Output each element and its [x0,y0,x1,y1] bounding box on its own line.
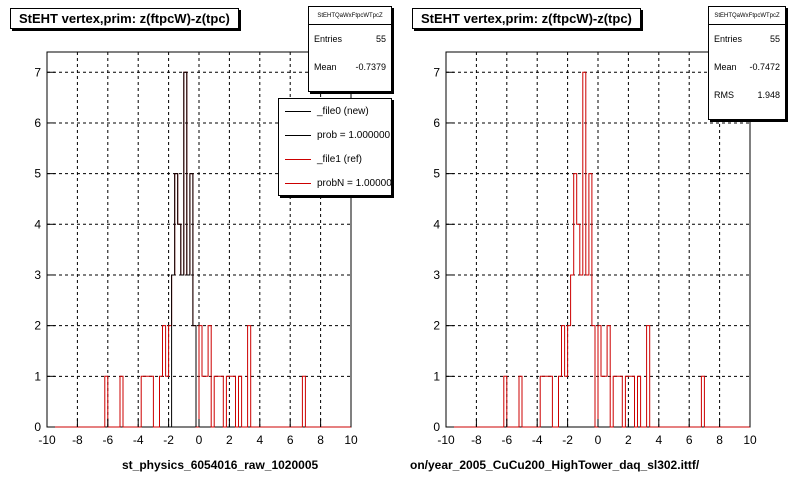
x-tick-label: -4 [133,433,144,447]
left-stats-entries-value: 55 [375,34,386,44]
x-tick-label: 6 [287,433,294,447]
x-tick-label: -2 [562,433,573,447]
right-histogram-pad: -10 -8 -6 -4 -2 0 2 4 6 8 10 0 1 2 3 4 5 6 7 StEHT vertex,… [400,0,800,480]
left-stats-mean-row: Mean -0.7379 [309,53,391,81]
right-stats-mean-label: Mean [714,62,737,72]
left-stats-entries-label: Entries [314,34,343,44]
y-tick-label: 6 [34,116,41,130]
right-histogram-plot: -10 -8 -6 -4 -2 0 2 4 6 8 10 0 1 2 3 4 5 6 7 [433,51,757,447]
legend-swatch [285,134,311,136]
right-stats-mean-value: -0.7472 [749,62,780,72]
x-tick-label: 6 [686,433,693,447]
x-tick-label: 10 [344,433,358,447]
y-tick-label: 2 [433,319,440,333]
right-stats-rms-value: 1.948 [757,90,780,100]
y-tick-label: 7 [34,65,41,79]
y-tick-label: 2 [34,319,41,333]
x-tick-label: -2 [163,433,174,447]
x-tick-label: 10 [743,433,757,447]
right-stats-rms-row: RMS 1.948 [709,81,785,109]
right-stats-header: StEHTQaWxFtpcWTpcZ [709,7,785,25]
left-histogram-plot: -10 -8 -6 -4 -2 0 2 4 6 8 10 0 1 2 3 4 5 6 7 [34,51,358,447]
y-tick-label: 0 [433,420,440,434]
y-tick-label: 1 [34,369,41,383]
left-legend: _file0 (new) prob = 1.000000 _file1 (ref… [278,98,392,196]
left-stats-mean-value: -0.7379 [355,62,386,72]
right-stats-entries-label: Entries [714,34,743,44]
y-tick-label: 3 [34,268,41,282]
x-tick-label: -8 [471,433,482,447]
x-tick-label: 8 [317,433,324,447]
y-tick-label: 6 [433,116,440,130]
legend-label: probN = 1.000000 [317,177,392,189]
x-tick-label: 0 [595,433,602,447]
legend-label: _file0 (new) [317,105,369,117]
right-stats-entries-row: Entries 55 [709,25,785,53]
right-stats-entries-value: 55 [769,34,780,44]
x-tick-label: 2 [625,433,632,447]
right-stats-rms-label: RMS [714,90,734,100]
x-tick-label: 4 [256,433,263,447]
new-histogram-line [171,71,197,427]
left-stats-mean-label: Mean [314,62,337,72]
x-tick-label: 0 [196,433,203,447]
left-run-label: st_physics_6054016_raw_1020005 [122,458,319,472]
legend-swatch [285,110,311,112]
legend-swatch [285,182,311,184]
left-stats-box: StEHTQaWxFtpcWTpcZ Entries 55 Mean -0.73… [308,6,392,92]
legend-entry: _file1 (ref) [279,147,391,171]
legend-entry: prob = 1.000000 [279,123,391,147]
legend-label: prob = 1.000000 [317,129,391,141]
legend-swatch [285,158,311,160]
y-tick-label: 0 [34,420,41,434]
y-tick-label: 4 [34,217,41,231]
right-histogram-title: StEHT vertex,prim: z(ftpcW)-z(tpc) [412,8,641,29]
left-histogram-title: StEHT vertex,prim: z(ftpcW)-z(tpc) [10,8,239,29]
legend-entry: probN = 1.000000 [279,171,391,195]
left-stats-entries-row: Entries 55 [309,25,391,53]
y-tick-label: 3 [433,268,440,282]
x-tick-label: 2 [226,433,233,447]
y-tick-label: 1 [433,369,440,383]
x-tick-label: -6 [102,433,113,447]
y-tick-label: 5 [34,167,41,181]
x-tick-label: -10 [38,433,56,447]
right-run-label: on/year_2005_CuCu200_HighTower_daq_sl302… [410,458,700,472]
left-histogram-pad: -10 -8 -6 -4 -2 0 2 4 6 8 10 0 1 2 3 4 5 6 7 StEHT vertex,… [10,6,392,472]
x-tick-label: -4 [532,433,543,447]
right-stats-box: StEHTQaWxFtpcWTpcZ Entries 55 Mean -0.74… [708,6,786,120]
legend-label: _file1 (ref) [317,153,363,165]
x-tick-label: -8 [72,433,83,447]
right-stats-mean-row: Mean -0.7472 [709,53,785,81]
y-tick-label: 7 [433,65,440,79]
y-tick-label: 5 [433,167,440,181]
y-tick-label: 4 [433,217,440,231]
legend-entry: _file0 (new) [279,99,391,123]
x-tick-label: -10 [437,433,455,447]
x-tick-label: 4 [655,433,662,447]
x-tick-label: 8 [716,433,723,447]
x-tick-label: -6 [501,433,512,447]
left-stats-header: StEHTQaWxFtpcWTpcZ [309,7,391,25]
